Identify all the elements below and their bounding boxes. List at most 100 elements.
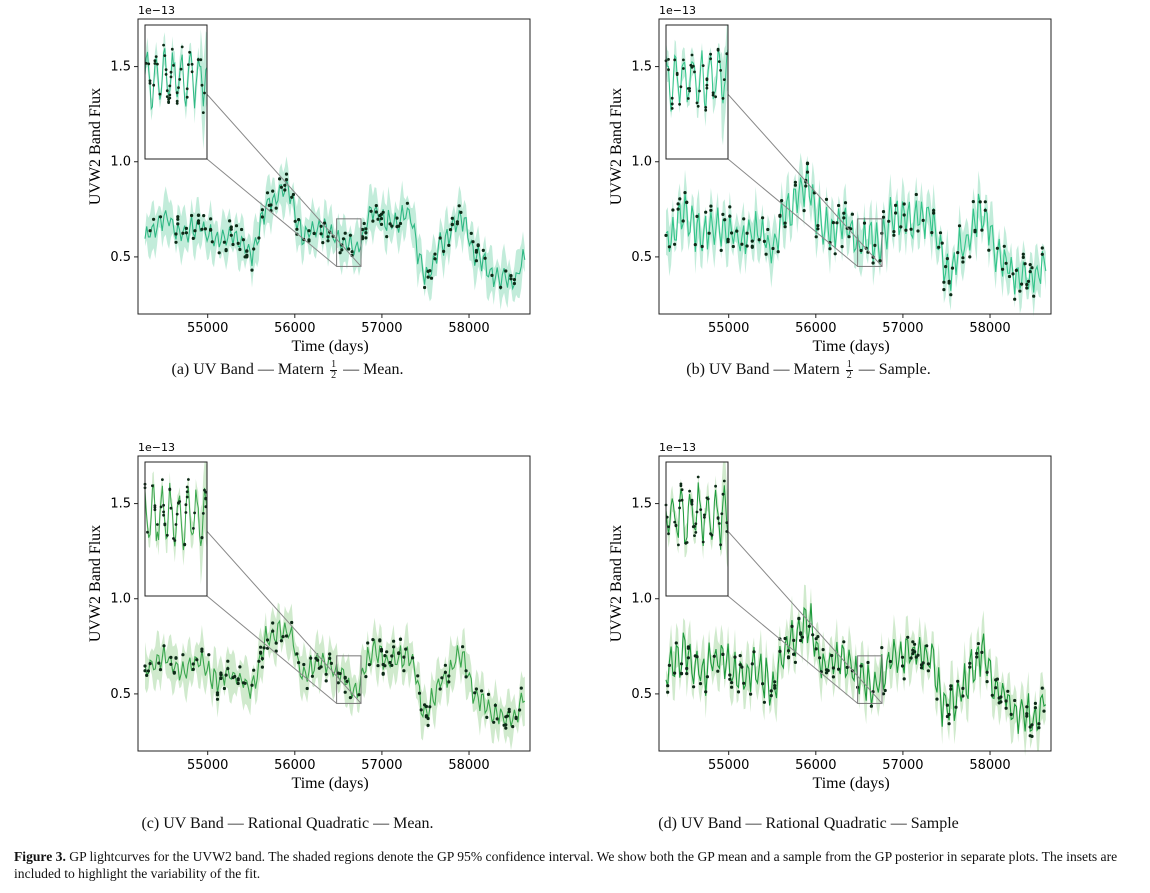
confidence-band: [145, 602, 525, 751]
data-point: [833, 252, 837, 256]
data-point: [388, 222, 392, 226]
inset-data-point: [161, 478, 164, 481]
y-tick-label: 1.5: [110, 497, 131, 512]
inset-data-point: [717, 522, 721, 525]
data-point: [348, 233, 352, 237]
data-point: [786, 656, 791, 660]
data-point: [667, 245, 671, 249]
data-point: [976, 642, 980, 646]
data-point: [904, 228, 908, 232]
inset-data-point: [156, 62, 159, 66]
x-tick-label: 55000: [187, 758, 228, 773]
data-point: [814, 235, 818, 239]
data-point: [738, 654, 742, 658]
inset-data-point: [175, 102, 179, 105]
data-point: [847, 235, 851, 239]
data-point: [914, 655, 918, 659]
data-point: [987, 248, 991, 252]
inset-data-point: [682, 67, 685, 70]
data-point: [172, 670, 176, 674]
data-point: [390, 224, 394, 228]
frac-num: 1: [845, 359, 853, 371]
data-point: [840, 245, 844, 249]
data-point: [919, 666, 924, 670]
data-point: [786, 649, 791, 653]
x-tick-label: 55000: [708, 321, 749, 336]
data-point: [738, 663, 742, 667]
data-point: [324, 679, 328, 683]
data-point: [191, 662, 195, 666]
data-point: [284, 634, 289, 638]
chart-svg: 55000 56000 57000 58000 0.5 1.0 1.5 1e−13 Time (…: [87, 441, 531, 792]
data-point: [511, 725, 515, 729]
inset-data-point: [175, 99, 179, 103]
frac-num: 1: [330, 359, 338, 371]
inset-data-point: [199, 58, 203, 62]
data-point: [196, 213, 201, 217]
inset-data-point: [192, 527, 195, 530]
data-point: [293, 219, 297, 223]
data-point: [712, 654, 716, 658]
data-point: [892, 233, 896, 237]
data-point: [297, 218, 301, 222]
data-point: [814, 637, 818, 641]
data-point: [773, 686, 777, 690]
data-point: [245, 254, 249, 258]
data-point: [307, 229, 311, 233]
data-point: [447, 243, 451, 247]
data-point: [262, 646, 266, 650]
data-point: [443, 663, 447, 667]
data-point: [761, 682, 765, 686]
offset-text: 1e−13: [138, 4, 175, 17]
data-point: [883, 688, 887, 693]
inset-data-point: [178, 78, 182, 81]
data-point: [957, 224, 962, 228]
data-point: [745, 231, 749, 235]
data-point: [459, 210, 463, 214]
inset-data-point: [667, 525, 670, 529]
data-point: [686, 656, 690, 660]
data-point: [174, 240, 178, 244]
inset-data-point: [163, 523, 167, 527]
data-point: [764, 252, 768, 256]
data-point: [1025, 286, 1029, 290]
plot-frame: [137, 18, 531, 315]
x-tick-label: 55000: [708, 758, 749, 773]
data-point: [169, 655, 173, 659]
data-point: [284, 178, 289, 182]
data-point: [283, 188, 287, 192]
inset-data-point: [151, 484, 154, 488]
inset-data-point: [159, 505, 163, 509]
inset-data-point: [673, 520, 677, 524]
inset-data-point: [679, 85, 683, 89]
data-point: [1004, 261, 1008, 265]
data-point: [485, 715, 489, 719]
plot-frame: [658, 455, 1052, 752]
inset-data-point: [156, 523, 159, 526]
inset-data-point: [203, 91, 206, 95]
data-point: [859, 248, 863, 253]
data-point: [937, 245, 941, 249]
data-point: [805, 170, 810, 174]
data-point: [184, 226, 188, 230]
x-tick-label: 58000: [969, 758, 1010, 773]
data-point: [158, 215, 163, 219]
data-point: [162, 644, 166, 648]
data-point: [1030, 266, 1034, 270]
chart-panel-c: 55000 56000 57000 58000 0.5 1.0 1.5 1e−13 Time (…: [0, 437, 575, 857]
inset-data-point: [696, 104, 700, 108]
inset-data-point: [175, 91, 179, 95]
data-point: [312, 231, 316, 235]
data-point: [274, 641, 278, 645]
data-point: [1014, 268, 1018, 272]
inset-data-point: [667, 532, 670, 536]
data-point: [158, 668, 163, 672]
data-point: [797, 616, 801, 620]
data-point: [340, 248, 344, 252]
y-tick-label: 0.5: [110, 687, 131, 702]
inset-data-point: [193, 511, 197, 515]
data-point: [749, 692, 753, 696]
inset-data-point: [667, 58, 670, 61]
inset-data-point: [670, 107, 674, 110]
